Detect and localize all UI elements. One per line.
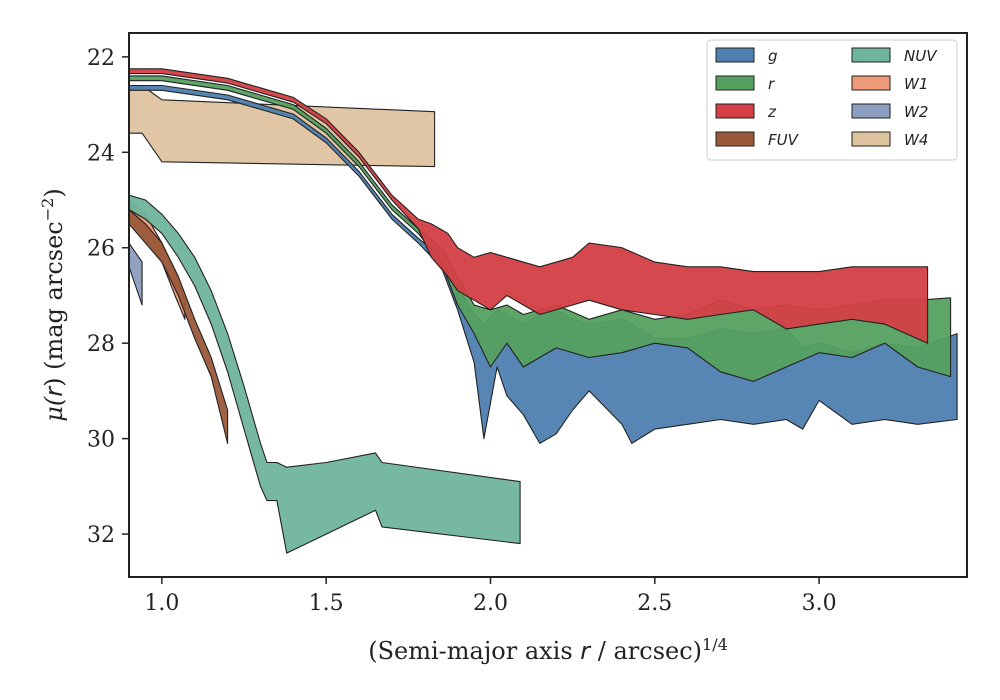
legend: grz FUV NUV W1 W2 W4: [706, 39, 958, 161]
y-axis-title: μ(r) (mag arcsec−2): [38, 188, 69, 421]
legend-label-r: r: [768, 75, 775, 93]
legend-frame: [706, 39, 958, 161]
y-tick-label: 22: [87, 46, 115, 71]
legend-swatch-z: [715, 103, 755, 119]
band-fuv: [129, 209, 229, 444]
y-tick-label: 28: [87, 332, 115, 357]
band-w2: [129, 242, 143, 306]
y-tick-label: 32: [87, 523, 115, 548]
series-bands: [129, 68, 958, 554]
legend-label-z: z: [767, 103, 777, 121]
legend-swatch-w1: [851, 75, 891, 91]
y-tick-label: 24: [87, 141, 115, 166]
series-layer: [129, 68, 958, 554]
legend-label-fuv: FUV: [768, 131, 800, 149]
x-tick-label: 1.0: [144, 591, 179, 616]
x-tick-label: 2.5: [637, 591, 672, 616]
legend-swatch-w4: [851, 131, 891, 147]
ticks-layer: 1.0 1.5 2.0 2.5 3.0 22 24 26 28 30 32: [87, 46, 837, 616]
y-tick-label: 26: [87, 237, 115, 262]
x-tick-label: 2.0: [473, 591, 508, 616]
band-z: [129, 68, 929, 344]
legend-label-w1: W1: [904, 75, 928, 93]
legend-swatch-fuv: [715, 131, 755, 147]
x-tick-label: 1.5: [309, 591, 344, 616]
legend-swatch-g: [715, 47, 755, 63]
legend-swatch-nuv: [851, 47, 891, 63]
x-tick-label: 3.0: [802, 591, 837, 616]
x-axis-title: (Semi-major axis r / arcsec)1/4: [368, 635, 728, 666]
plot-frame: [128, 32, 968, 578]
legend-label-w4: W4: [904, 131, 928, 149]
legend-label-w2: W2: [904, 103, 928, 121]
band-nuv: [129, 194, 521, 554]
legend-label-nuv: NUV: [904, 47, 938, 65]
legend-swatch-r: [715, 75, 755, 91]
legend-swatch-w2: [851, 103, 891, 119]
y-tick-label: 30: [87, 428, 115, 453]
legend-label-g: g: [768, 47, 778, 65]
